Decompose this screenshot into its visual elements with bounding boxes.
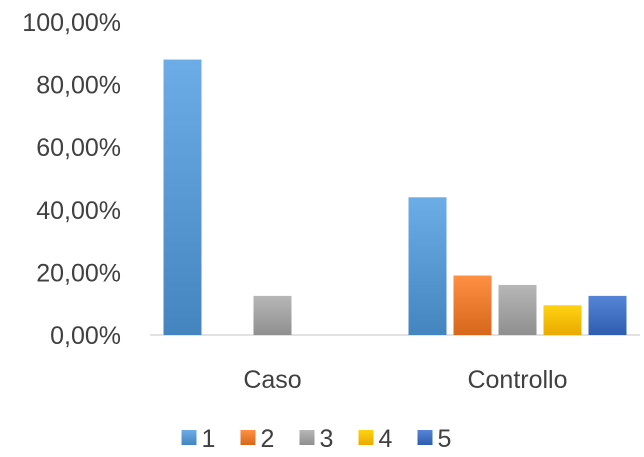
bar-caso-series-3	[253, 295, 292, 335]
y-tick-label: 40,00%	[36, 197, 121, 225]
y-tick-label: 80,00%	[36, 72, 121, 100]
bar-controllo-series-4	[543, 305, 582, 335]
bar-controllo-series-2	[453, 275, 492, 335]
bar-caso-series-1	[163, 59, 202, 336]
x-axis-labels: Caso Controllo	[243, 366, 567, 394]
bar-controllo-series-5	[588, 295, 627, 335]
y-tick-label: 20,00%	[36, 259, 121, 287]
y-tick-label: 0,00%	[50, 322, 121, 350]
bars-group	[163, 59, 627, 336]
legend-swatch-1	[181, 430, 197, 445]
y-axis-ticks: 0,00% 20,00% 40,00% 60,00% 80,00% 100,00%	[22, 9, 121, 350]
legend-label-3: 3	[320, 425, 334, 452]
legend-swatch-3	[299, 430, 315, 445]
x-tick-label: Controllo	[467, 366, 567, 394]
legend-label-5: 5	[438, 425, 452, 452]
legend-label-1: 1	[202, 425, 216, 452]
legend-label-2: 2	[261, 425, 275, 452]
legend-swatch-5	[417, 430, 433, 445]
legend-label-4: 4	[379, 425, 393, 452]
bar-controllo-series-3	[498, 284, 537, 335]
legend-swatch-2	[240, 430, 256, 445]
legend-swatch-4	[358, 430, 374, 445]
legend: 1 2 3 4 5	[181, 425, 452, 453]
bar-controllo-series-1	[408, 197, 447, 335]
x-tick-label: Caso	[243, 366, 301, 394]
y-tick-label: 60,00%	[36, 134, 121, 162]
y-tick-label: 100,00%	[22, 9, 121, 37]
